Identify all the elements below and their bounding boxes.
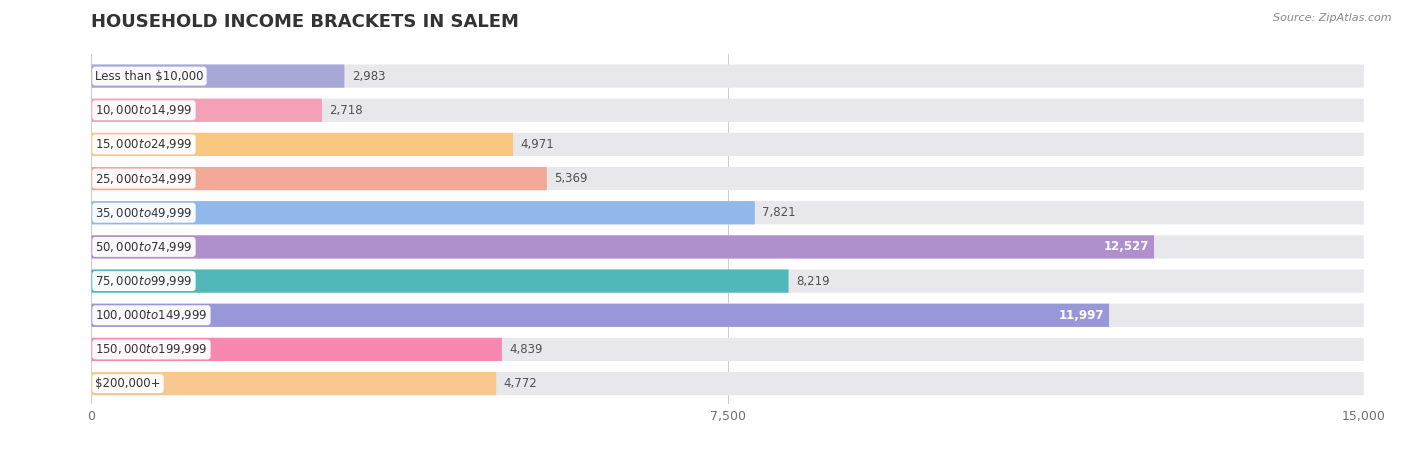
FancyBboxPatch shape xyxy=(91,99,1364,122)
Text: $100,000 to $149,999: $100,000 to $149,999 xyxy=(96,308,208,322)
Text: 5,369: 5,369 xyxy=(554,172,588,185)
FancyBboxPatch shape xyxy=(91,304,1364,327)
FancyBboxPatch shape xyxy=(91,372,496,395)
Text: Source: ZipAtlas.com: Source: ZipAtlas.com xyxy=(1274,13,1392,23)
FancyBboxPatch shape xyxy=(91,133,513,156)
Text: $150,000 to $199,999: $150,000 to $199,999 xyxy=(96,343,208,357)
FancyBboxPatch shape xyxy=(91,65,344,88)
Text: $25,000 to $34,999: $25,000 to $34,999 xyxy=(96,172,193,185)
FancyBboxPatch shape xyxy=(91,201,755,224)
FancyBboxPatch shape xyxy=(91,338,502,361)
FancyBboxPatch shape xyxy=(91,235,1364,259)
FancyBboxPatch shape xyxy=(91,235,1154,259)
FancyBboxPatch shape xyxy=(91,269,1364,293)
Text: 11,997: 11,997 xyxy=(1059,309,1104,322)
Text: $50,000 to $74,999: $50,000 to $74,999 xyxy=(96,240,193,254)
FancyBboxPatch shape xyxy=(91,304,1109,327)
Text: $75,000 to $99,999: $75,000 to $99,999 xyxy=(96,274,193,288)
Text: 4,772: 4,772 xyxy=(503,377,537,390)
Text: Less than $10,000: Less than $10,000 xyxy=(96,70,204,83)
Text: 8,219: 8,219 xyxy=(796,275,830,288)
Text: $10,000 to $14,999: $10,000 to $14,999 xyxy=(96,103,193,117)
Text: $200,000+: $200,000+ xyxy=(96,377,160,390)
Text: 4,971: 4,971 xyxy=(520,138,554,151)
Text: HOUSEHOLD INCOME BRACKETS IN SALEM: HOUSEHOLD INCOME BRACKETS IN SALEM xyxy=(91,13,519,31)
FancyBboxPatch shape xyxy=(91,99,322,122)
Text: $15,000 to $24,999: $15,000 to $24,999 xyxy=(96,137,193,151)
FancyBboxPatch shape xyxy=(91,201,1364,224)
FancyBboxPatch shape xyxy=(91,65,1364,88)
FancyBboxPatch shape xyxy=(91,167,547,190)
Text: 2,983: 2,983 xyxy=(352,70,385,83)
FancyBboxPatch shape xyxy=(91,269,789,293)
FancyBboxPatch shape xyxy=(91,167,1364,190)
Text: 7,821: 7,821 xyxy=(762,206,796,219)
Text: 4,839: 4,839 xyxy=(509,343,543,356)
FancyBboxPatch shape xyxy=(91,133,1364,156)
FancyBboxPatch shape xyxy=(91,338,1364,361)
Text: 2,718: 2,718 xyxy=(329,104,363,117)
FancyBboxPatch shape xyxy=(91,372,1364,395)
Text: $35,000 to $49,999: $35,000 to $49,999 xyxy=(96,206,193,220)
Text: 12,527: 12,527 xyxy=(1104,240,1149,253)
